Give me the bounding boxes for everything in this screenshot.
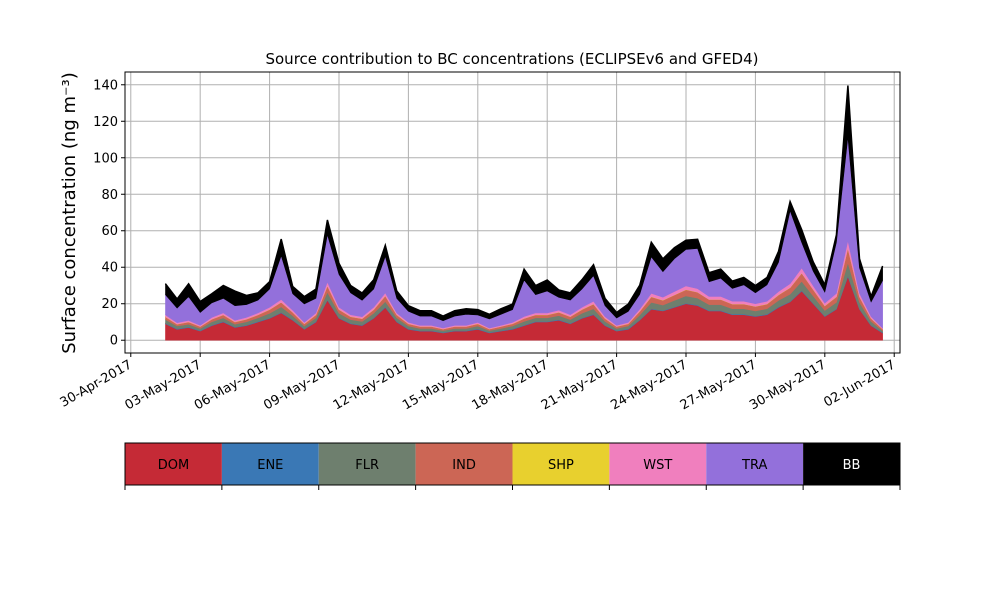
x-tick-label: 15-May-2017: [400, 357, 482, 413]
y-tick-label: 120: [93, 115, 118, 130]
legend-label-flr: FLR: [355, 458, 379, 473]
legend-swatch-wst: [609, 443, 707, 485]
x-tick-label: 24-May-2017: [608, 357, 690, 413]
y-tick-label: 140: [93, 78, 118, 93]
legend-swatch-dom: [125, 443, 222, 485]
y-tick-label: 60: [101, 224, 118, 239]
y-axis-label: Surface concentration (ng m⁻³): [59, 72, 80, 354]
x-tick-label: 27-May-2017: [678, 357, 760, 413]
legend-label-ene: ENE: [257, 458, 283, 473]
legend-label-tra: TRA: [741, 458, 767, 473]
y-tick-label: 80: [101, 188, 118, 203]
source-legend: DOM ENE FLR IND SHP WST TRA BB: [124, 442, 901, 490]
legend-swatch-flr: [318, 443, 416, 485]
x-tick-label: 02-Jun-2017: [821, 357, 898, 410]
stacked-areas: [165, 85, 883, 341]
y-tick-label: 40: [101, 261, 118, 276]
legend-label-bb: BB: [843, 458, 861, 473]
series-outlines: [164, 85, 884, 317]
legend-label-wst: WST: [643, 458, 672, 473]
total-outline: [164, 85, 884, 317]
y-axis-ticks: 0 20 40 60 80 100 120 140: [93, 78, 125, 349]
x-tick-label: 30-May-2017: [747, 357, 829, 413]
legend-swatch-ene: [221, 443, 319, 485]
axes-frame: [124, 71, 901, 354]
x-tick-label: 21-May-2017: [539, 357, 621, 413]
legend-swatch-ind: [415, 443, 513, 485]
chart-title: Source contribution to BC concentrations…: [265, 50, 758, 68]
legend-label-ind: IND: [452, 458, 476, 473]
legend-swatch-shp: [512, 443, 610, 485]
y-tick-label: 100: [93, 151, 118, 166]
y-tick-label: 0: [110, 334, 118, 349]
x-axis-ticks: 30-Apr-201703-May-201706-May-201709-May-…: [58, 353, 898, 413]
x-tick-label: 18-May-2017: [470, 357, 552, 413]
legend-label-shp: SHP: [548, 458, 574, 473]
x-tick-label: 09-May-2017: [261, 357, 343, 413]
x-tick-label: 06-May-2017: [192, 357, 274, 413]
x-tick-label: 12-May-2017: [331, 357, 413, 413]
legend-label-dom: DOM: [158, 458, 189, 473]
grid-lines: [125, 72, 900, 353]
legend-swatch-tra: [706, 443, 804, 485]
x-tick-label: 03-May-2017: [123, 357, 205, 413]
legend-swatch-bb: [803, 443, 900, 485]
y-tick-label: 20: [101, 297, 118, 312]
